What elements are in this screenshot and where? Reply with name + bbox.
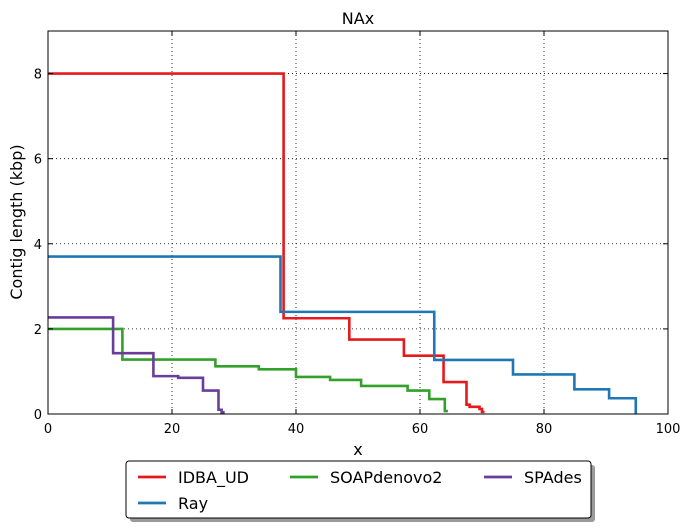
- y-tick-label: 0: [34, 408, 42, 423]
- series-line-idba-ud: [48, 72, 485, 414]
- x-tick-label: 60: [412, 422, 429, 437]
- legend-box: [125, 460, 592, 519]
- y-tick-label: 2: [34, 323, 42, 338]
- x-tick-label: 100: [656, 422, 681, 437]
- grid-lines: [48, 31, 668, 414]
- axis-ticks: 0 20 40 60 80 100 0 2 4 6 8: [34, 31, 681, 437]
- legend-label-soapdenovo2: SOAPdenovo2: [330, 468, 442, 487]
- legend-label-ray: Ray: [178, 494, 208, 513]
- series-line-ray: [48, 255, 638, 414]
- y-tick-label: 4: [34, 238, 42, 253]
- x-tick-label: 80: [536, 422, 553, 437]
- legend-label-idba-ud: IDBA_UD: [178, 468, 249, 488]
- legend: IDBA_UD SOAPdenovo2 SPAdes Ray: [125, 460, 595, 522]
- series-line-spades: [48, 316, 225, 414]
- x-axis-label: x: [353, 440, 362, 459]
- legend-items: IDBA_UD SOAPdenovo2 SPAdes Ray: [138, 468, 582, 513]
- y-tick-label: 8: [34, 68, 42, 83]
- x-tick-label: 20: [164, 422, 181, 437]
- series-line-soapdenovo2: [48, 327, 448, 413]
- y-tick-label: 6: [34, 153, 42, 168]
- x-tick-label: 40: [288, 422, 305, 437]
- plot-frame: [47, 30, 669, 415]
- y-axis-label: Contig length (kbp): [7, 144, 26, 299]
- x-tick-label: 0: [44, 422, 52, 437]
- chart-title: NAx: [342, 9, 374, 28]
- series-layer: [48, 72, 638, 414]
- legend-label-spades: SPAdes: [524, 468, 582, 487]
